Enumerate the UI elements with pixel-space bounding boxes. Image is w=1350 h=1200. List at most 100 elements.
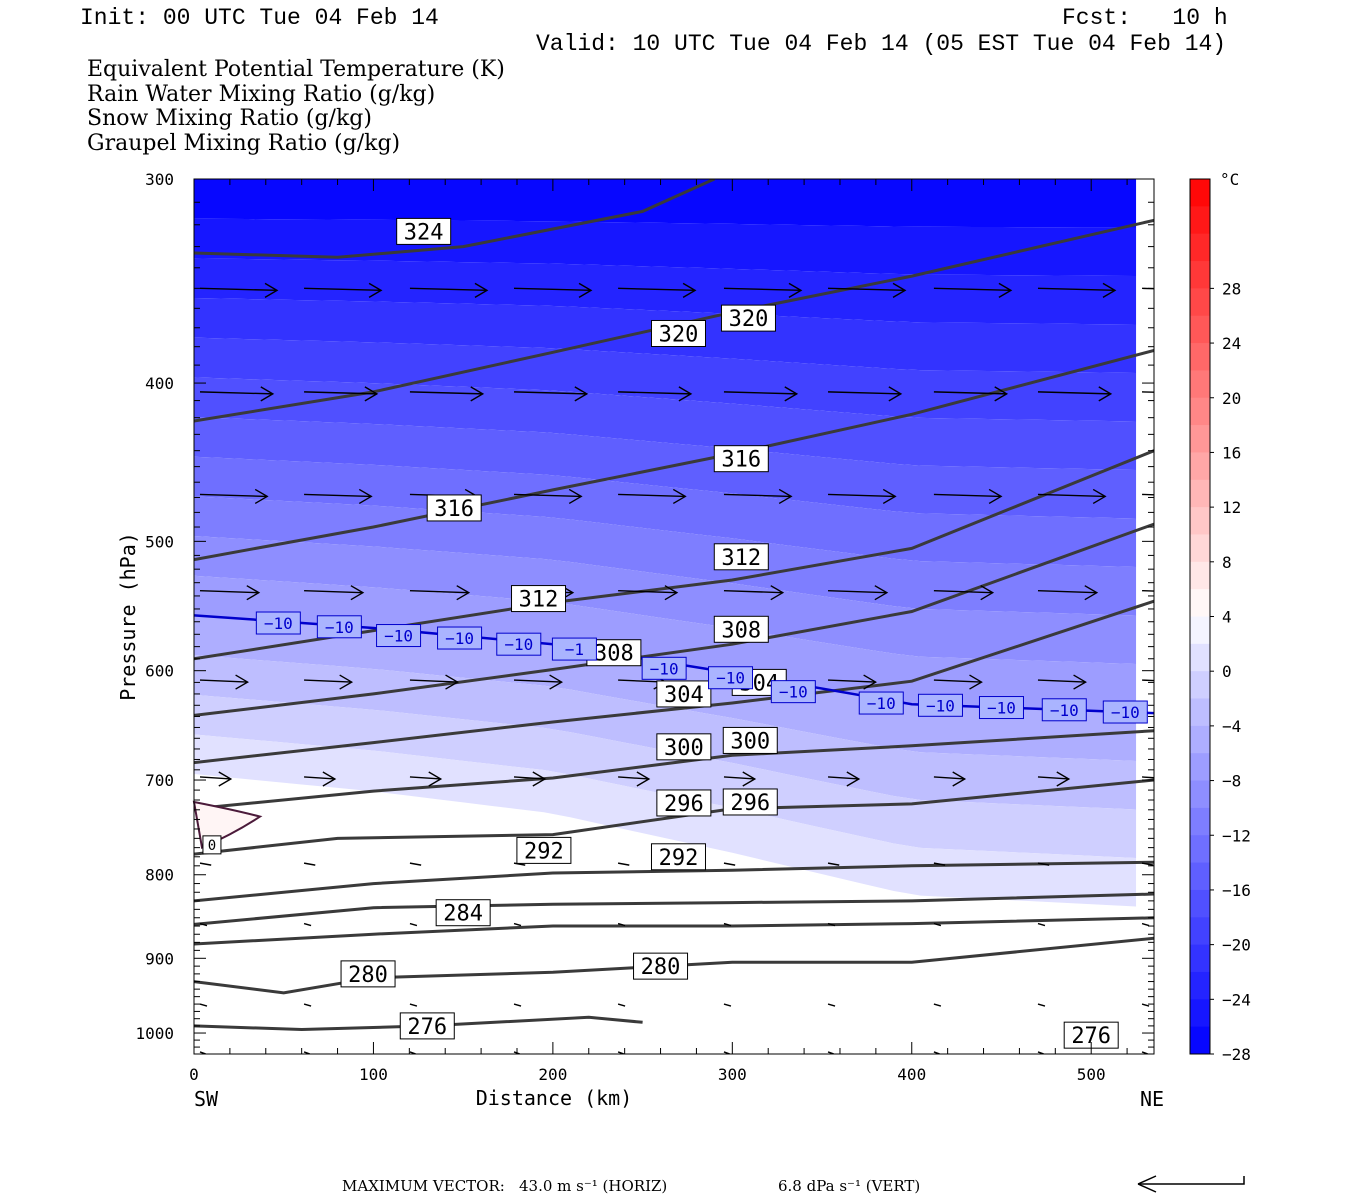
colorbar-swatch <box>1190 343 1210 371</box>
temp-label: −10 <box>496 632 542 656</box>
wind-vector <box>617 1003 626 1007</box>
wind-vector <box>1037 585 1099 601</box>
colorbar-swatch <box>1190 315 1210 344</box>
wind-vector <box>513 386 589 402</box>
theta-e-label: 312 <box>511 585 567 613</box>
wind-vector <box>409 1003 418 1007</box>
footer-horiz: 43.0 m s⁻¹ (HORIZ) <box>519 1177 668 1195</box>
y-tick-label: 400 <box>145 374 174 393</box>
colorbar-tick-label: 8 <box>1222 553 1232 572</box>
wind-vector <box>618 386 693 402</box>
wind-vector <box>828 282 907 298</box>
wind-vector <box>304 282 383 298</box>
colorbar-tick-label: −28 <box>1222 1045 1251 1064</box>
colorbar-tick-label: −24 <box>1222 990 1251 1009</box>
colorbar-tick-label: 24 <box>1222 334 1241 353</box>
wind-vector <box>303 922 312 927</box>
temp-label: −10 <box>316 615 362 639</box>
colorbar-swatch <box>1190 479 1210 508</box>
theta-e-contour <box>194 778 1154 856</box>
theta-e-label: 316 <box>713 445 769 473</box>
colorbar-swatch <box>1190 561 1210 590</box>
temp-band <box>194 655 1137 810</box>
wind-vector <box>199 1003 208 1007</box>
colorbar-swatch <box>1190 889 1210 918</box>
colorbar-swatch <box>1190 835 1210 864</box>
theta-e-label: 324 <box>396 217 452 245</box>
colorbar-swatch <box>1190 288 1210 317</box>
wind-vectors <box>199 282 1154 1054</box>
colorbar-tick-label: −20 <box>1222 936 1251 955</box>
wind-vector <box>304 386 379 402</box>
wind-vector <box>304 585 365 601</box>
svg-text:276: 276 <box>407 1015 447 1040</box>
temp-band <box>194 337 1137 422</box>
wind-vector <box>828 674 878 690</box>
wind-vector <box>723 862 736 866</box>
temp-label: −10 <box>708 666 754 690</box>
wind-vector <box>1141 862 1154 866</box>
colorbar-tick-label: 0 <box>1222 662 1232 681</box>
svg-text:−10: −10 <box>504 635 533 654</box>
y-tick-label: 300 <box>145 170 174 189</box>
colorbar-tick-label: −8 <box>1222 772 1241 791</box>
colorbar-swatch <box>1190 452 1210 481</box>
wind-vector <box>723 585 785 601</box>
colorbar: °C 28 24 20 16 12 8 4 0 −4 −8 −12 −16 −20 −24 −28 <box>1189 170 1251 1064</box>
wind-vector <box>828 488 897 505</box>
theta-e-label: 280 <box>633 952 689 980</box>
wind-vector <box>1037 674 1087 690</box>
wind-vector <box>513 922 522 927</box>
x-tick-label: 100 <box>359 1065 388 1084</box>
wind-vector <box>617 922 626 927</box>
colorbar-tick-label: 4 <box>1222 608 1232 627</box>
wind-vector <box>1037 488 1107 505</box>
colorbar-swatch <box>1190 233 1210 262</box>
svg-text:−10: −10 <box>445 629 474 648</box>
y-axis-label: Pressure (hPa) <box>116 532 140 701</box>
theta-e-label: 284 <box>435 899 491 927</box>
wind-vector <box>933 771 967 787</box>
svg-text:300: 300 <box>664 736 704 761</box>
theta-e-contour <box>194 936 1154 995</box>
theta-e-label: 320 <box>650 319 706 347</box>
svg-text:−10: −10 <box>867 694 896 713</box>
temp-label: −1 <box>551 637 597 661</box>
colorbar-swatch <box>1190 616 1210 645</box>
temp-label: −10 <box>255 611 301 635</box>
wind-vector <box>199 585 261 601</box>
svg-text:−10: −10 <box>716 669 745 688</box>
svg-text:304: 304 <box>664 683 704 708</box>
wind-vector <box>618 771 651 787</box>
colorbar-swatch <box>1190 425 1210 453</box>
theta-e-contour <box>194 729 1154 811</box>
colorbar-swatch <box>1190 179 1210 207</box>
wind-vector <box>723 1003 732 1007</box>
wind-vector <box>723 488 793 505</box>
svg-text:280: 280 <box>641 955 681 980</box>
svg-text:−10: −10 <box>1050 701 1079 720</box>
wind-vector <box>828 585 889 601</box>
theta-e-contour <box>194 348 1154 562</box>
colorbar-unit: °C <box>1220 170 1239 189</box>
theta-e-label: 292 <box>650 843 706 871</box>
legend-theta-e: Equivalent Potential Temperature (K) <box>87 57 505 82</box>
svg-text:312: 312 <box>721 546 761 571</box>
wind-vector <box>304 674 354 690</box>
theta-e-label: 308 <box>713 615 769 643</box>
wind-vector <box>1141 1003 1150 1007</box>
theta-e-label: 292 <box>516 836 572 864</box>
wind-vector <box>617 862 630 866</box>
temp-label: −10 <box>978 696 1024 720</box>
wind-vector <box>304 771 337 787</box>
wind-vector <box>933 282 1013 298</box>
theta-e-label: 300 <box>656 733 712 761</box>
wind-vector <box>618 585 679 601</box>
y-tick-label: 900 <box>145 949 174 968</box>
wind-vector <box>513 488 583 505</box>
wind-vector <box>827 862 840 866</box>
wind-vector <box>409 862 422 866</box>
wind-vector <box>199 386 275 402</box>
wind-vector <box>409 386 485 402</box>
